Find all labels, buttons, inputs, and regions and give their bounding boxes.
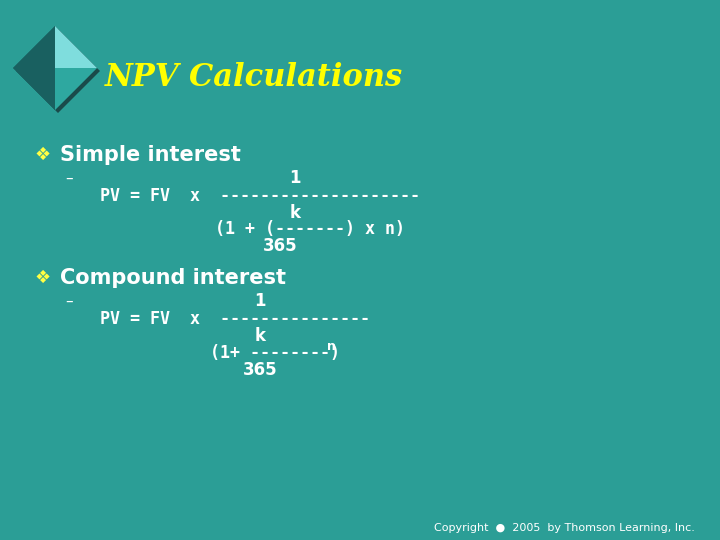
Polygon shape	[55, 26, 97, 68]
Text: PV = FV  x  ---------------: PV = FV x ---------------	[100, 310, 370, 328]
Text: PV = FV  x  --------------------: PV = FV x --------------------	[100, 187, 420, 205]
Text: k: k	[289, 204, 300, 222]
Text: k: k	[254, 327, 266, 345]
Text: –: –	[65, 171, 73, 186]
Text: (1 + (-------) x n): (1 + (-------) x n)	[215, 220, 405, 238]
Text: 1: 1	[254, 292, 266, 310]
Text: n: n	[327, 341, 336, 354]
Text: 1: 1	[289, 169, 301, 187]
Text: –: –	[65, 294, 73, 308]
Polygon shape	[13, 26, 97, 110]
Text: (1+ --------): (1+ --------)	[210, 344, 340, 362]
Text: NPV Calculations: NPV Calculations	[105, 63, 403, 93]
Text: ❖: ❖	[35, 269, 51, 287]
Text: Copyright  ●  2005  by Thomson Learning, Inc.: Copyright ● 2005 by Thomson Learning, In…	[434, 523, 695, 533]
Text: 365: 365	[243, 361, 277, 379]
Polygon shape	[13, 26, 55, 110]
Polygon shape	[55, 68, 97, 110]
Text: Simple interest: Simple interest	[60, 145, 241, 165]
Text: ❖: ❖	[35, 146, 51, 164]
Text: 365: 365	[263, 237, 297, 255]
Text: Compound interest: Compound interest	[60, 268, 286, 288]
Polygon shape	[16, 29, 100, 113]
